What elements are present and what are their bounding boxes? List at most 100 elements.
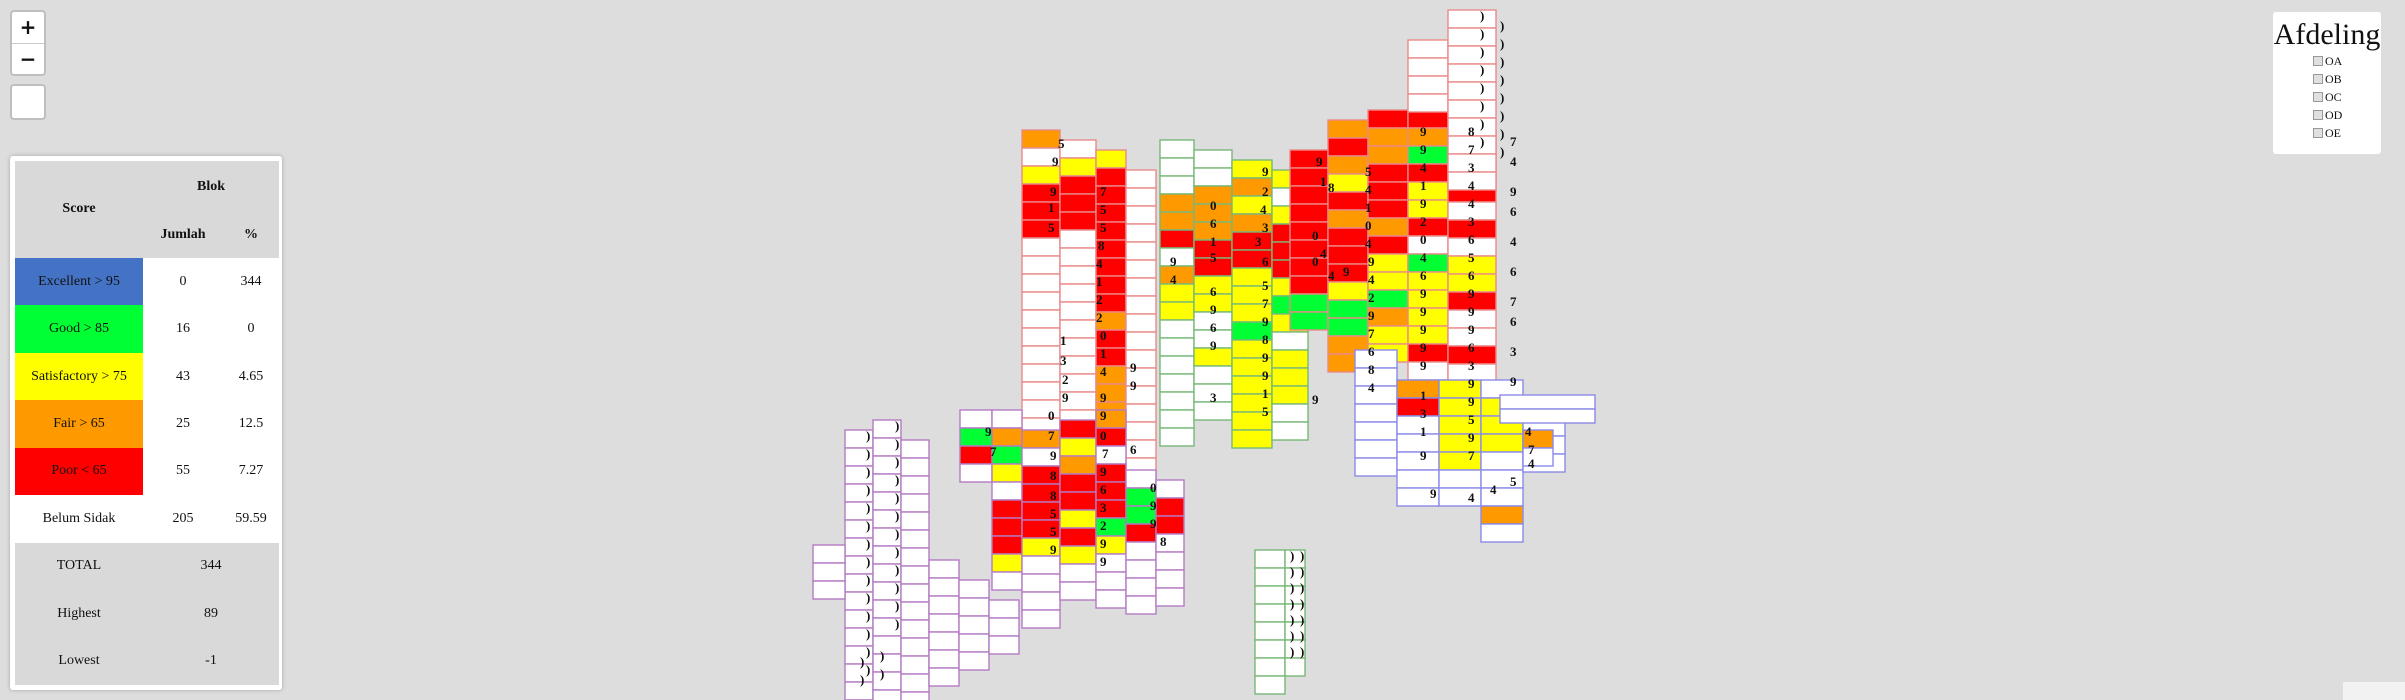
map-block[interactable] (1021, 291, 1061, 311)
map-block[interactable] (1159, 247, 1195, 267)
map-block[interactable] (1059, 211, 1097, 231)
map-block[interactable] (812, 544, 846, 564)
map-block[interactable] (1021, 327, 1061, 347)
map-block[interactable] (959, 445, 993, 465)
map-block[interactable] (1021, 555, 1061, 575)
map-block[interactable] (1125, 241, 1157, 261)
map-block[interactable] (1407, 163, 1449, 183)
map-block[interactable] (1125, 259, 1157, 279)
map-block[interactable] (1021, 237, 1061, 257)
map-block[interactable] (928, 577, 960, 597)
checkbox-icon[interactable] (2313, 92, 2323, 102)
map-block[interactable] (1059, 491, 1097, 511)
map-block[interactable] (1289, 221, 1329, 241)
map-block[interactable] (1059, 283, 1097, 303)
map-block[interactable] (1407, 217, 1449, 237)
map-block[interactable] (1021, 255, 1061, 275)
map-block[interactable] (1480, 487, 1524, 507)
map-block[interactable] (900, 547, 930, 567)
map-block[interactable] (1125, 541, 1157, 561)
map-block[interactable] (1059, 545, 1097, 565)
map-block[interactable] (1367, 235, 1409, 255)
map-block[interactable] (1396, 451, 1440, 471)
map-block[interactable] (1021, 381, 1061, 401)
map-block[interactable] (1438, 469, 1482, 489)
map-block[interactable] (1438, 397, 1482, 417)
map-block[interactable] (1367, 181, 1409, 201)
map-block[interactable] (1271, 331, 1309, 351)
map-block[interactable] (1407, 361, 1449, 381)
map-block[interactable] (1254, 675, 1286, 695)
map-block[interactable] (872, 671, 902, 691)
map-block[interactable] (1155, 587, 1185, 607)
map-block[interactable] (1254, 585, 1286, 605)
map-block[interactable] (1159, 409, 1195, 429)
map-block[interactable] (1447, 81, 1497, 101)
map-block[interactable] (958, 615, 990, 635)
zoom-in-button[interactable]: + (19, 15, 37, 39)
map-block[interactable] (1438, 451, 1482, 471)
map-block[interactable] (1254, 549, 1286, 569)
map-block[interactable] (1059, 157, 1097, 177)
map-block[interactable] (1021, 273, 1061, 293)
map-block[interactable] (958, 597, 990, 617)
map-block[interactable] (1254, 639, 1286, 659)
map-block[interactable] (1327, 209, 1369, 229)
map-block[interactable] (1271, 421, 1309, 441)
map-block[interactable] (928, 613, 960, 633)
map-block[interactable] (1159, 391, 1195, 411)
map-block[interactable] (1125, 577, 1157, 597)
map-block[interactable] (1125, 277, 1157, 297)
map-block[interactable] (1289, 275, 1329, 295)
map-block[interactable] (1159, 427, 1195, 447)
map-block[interactable] (1447, 99, 1497, 119)
map-block[interactable] (1059, 419, 1097, 439)
map-block[interactable] (1059, 509, 1097, 529)
map-block[interactable] (844, 681, 874, 700)
map-block[interactable] (1367, 163, 1409, 183)
map-block[interactable] (1407, 307, 1449, 327)
map-block[interactable] (1522, 447, 1554, 467)
map-block[interactable] (1396, 397, 1440, 417)
map-block[interactable] (1354, 349, 1398, 369)
map-block[interactable] (1059, 473, 1097, 493)
map-block[interactable] (900, 493, 930, 513)
map-block[interactable] (1059, 193, 1097, 213)
map-block[interactable] (1480, 523, 1524, 543)
map-block[interactable] (1407, 343, 1449, 363)
map-block[interactable] (1125, 559, 1157, 579)
map-block[interactable] (991, 499, 1023, 519)
map-block[interactable] (1438, 379, 1482, 399)
afdeling-option[interactable]: OE (2313, 124, 2381, 142)
map-block[interactable] (1095, 571, 1127, 591)
map-block[interactable] (1059, 455, 1097, 475)
map-block[interactable] (1059, 437, 1097, 457)
map-block[interactable] (1021, 345, 1061, 365)
map-block[interactable] (1254, 567, 1286, 587)
map-block[interactable] (900, 601, 930, 621)
map-block[interactable] (1254, 621, 1286, 641)
map-block[interactable] (1271, 349, 1309, 369)
map-block[interactable] (900, 439, 930, 459)
map-block[interactable] (1125, 403, 1157, 423)
map-block[interactable] (1125, 205, 1157, 225)
map-block[interactable] (1367, 127, 1409, 147)
map-block[interactable] (1407, 93, 1449, 113)
map-block[interactable] (1407, 271, 1449, 291)
map-block[interactable] (1021, 609, 1061, 629)
map-block[interactable] (1193, 149, 1233, 169)
map-block[interactable] (1367, 199, 1409, 219)
afdeling-option[interactable]: OB (2313, 70, 2381, 88)
map-block[interactable] (1271, 367, 1309, 387)
map-block[interactable] (1159, 139, 1195, 159)
map-block[interactable] (872, 689, 902, 700)
map-block[interactable] (1059, 527, 1097, 547)
map-block[interactable] (1480, 505, 1524, 525)
checkbox-icon[interactable] (2313, 110, 2323, 120)
map-block[interactable] (928, 595, 960, 615)
map-block[interactable] (900, 655, 930, 675)
map-block[interactable] (900, 583, 930, 603)
map-block[interactable] (991, 481, 1023, 501)
map-block[interactable] (1125, 223, 1157, 243)
